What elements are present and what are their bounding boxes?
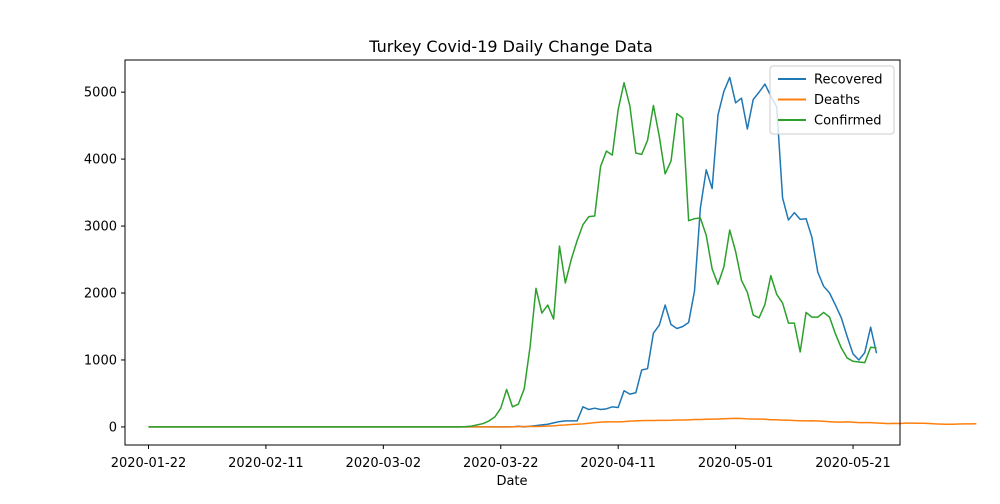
y-tick-label: 1000: [84, 353, 117, 368]
legend-box: [769, 65, 895, 135]
y-tick-label: 3000: [84, 220, 117, 235]
series-line-deaths: [148, 417, 977, 428]
x-tick-label: 2020-03-02: [346, 456, 422, 471]
x-tick-label: 2020-02-11: [228, 456, 304, 471]
legend-label-confirmed: Confirmed: [814, 114, 882, 129]
x-tick-label: 2020-05-21: [815, 456, 891, 471]
legend-label-recovered: Recovered: [814, 73, 883, 88]
chart-title: Turkey Covid-19 Daily Change Data: [368, 37, 653, 56]
plot-frame: [124, 59, 901, 446]
y-tick-label: 2000: [84, 287, 117, 302]
x-axis-ticks: 2020-01-22 2020-02-11 2020-03-02 2020-03-22…: [111, 445, 891, 471]
series-line-recovered: [148, 76, 878, 428]
y-tick-label: 0: [109, 420, 117, 435]
series-line-confirmed: [148, 82, 877, 428]
series-layer: [148, 76, 977, 428]
y-tick-label: 4000: [84, 153, 117, 168]
x-tick-label: 2020-05-01: [698, 456, 774, 471]
x-axis-label: Date: [496, 474, 527, 489]
x-tick-label: 2020-04-11: [580, 456, 656, 471]
x-tick-label: 2020-01-22: [111, 456, 187, 471]
legend: Recovered Deaths Confirmed: [769, 65, 895, 135]
y-tick-label: 5000: [84, 86, 117, 101]
y-axis-ticks: 0 1000 2000 3000 4000 5000: [84, 86, 125, 435]
legend-label-deaths: Deaths: [814, 93, 860, 108]
x-tick-label: 2020-03-22: [463, 456, 539, 471]
